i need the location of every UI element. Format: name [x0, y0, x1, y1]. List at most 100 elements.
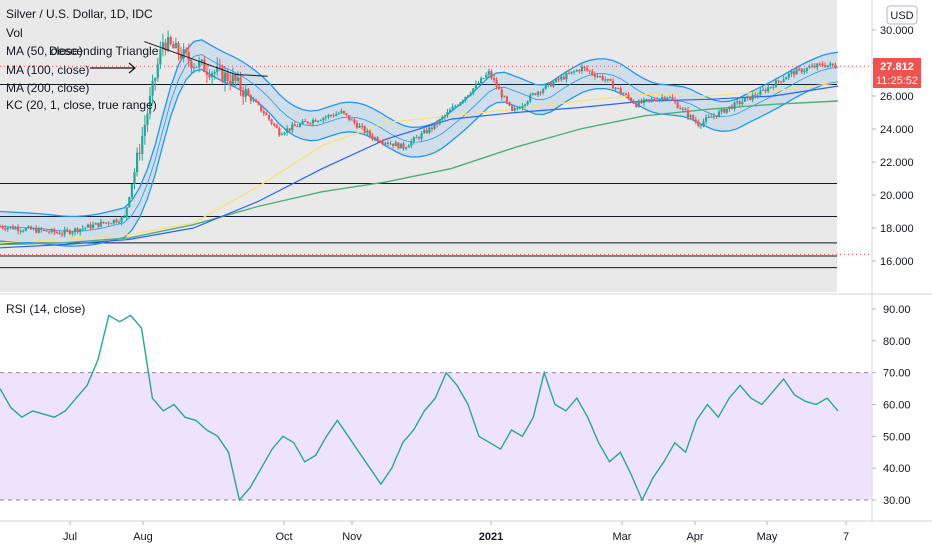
candle-body[interactable] — [728, 106, 731, 109]
candle-body[interactable] — [707, 116, 710, 118]
candle-body[interactable] — [260, 104, 263, 112]
candle-body[interactable] — [748, 96, 752, 100]
candle-body[interactable] — [606, 79, 609, 81]
candle-body[interactable] — [161, 42, 165, 50]
candle-body[interactable] — [798, 68, 801, 70]
candle-body[interactable] — [637, 100, 640, 107]
candle-body[interactable] — [141, 135, 144, 154]
candle-body[interactable] — [4, 228, 7, 230]
candle-body[interactable] — [513, 108, 516, 111]
candle-body[interactable] — [376, 137, 379, 142]
candle-body[interactable] — [133, 172, 136, 185]
currency-badge[interactable] — [886, 5, 918, 25]
candle-body[interactable] — [213, 71, 216, 74]
candle-body[interactable] — [583, 66, 586, 69]
candle-body[interactable] — [218, 66, 221, 68]
candle-body[interactable] — [588, 70, 591, 72]
candle-body[interactable] — [117, 222, 121, 224]
candle-body[interactable] — [381, 142, 384, 144]
candle-body[interactable] — [622, 93, 625, 95]
ma200-line[interactable] — [0, 100, 839, 246]
candle-body[interactable] — [60, 234, 64, 236]
candle-body[interactable] — [125, 207, 128, 217]
candle-body[interactable] — [27, 226, 30, 229]
legend-ma50[interactable]: MA (50, close) — [6, 44, 83, 58]
candle-body[interactable] — [407, 145, 410, 148]
candle-body[interactable] — [593, 74, 596, 77]
legend-ma200[interactable]: MA (200, close) — [6, 81, 89, 95]
candle-body[interactable] — [345, 113, 348, 116]
candle-body[interactable] — [285, 128, 289, 133]
candle-body[interactable] — [741, 101, 744, 105]
candle-body[interactable] — [464, 96, 467, 101]
candle-body[interactable] — [642, 99, 646, 104]
candle-body[interactable] — [198, 61, 201, 67]
candle-body[interactable] — [208, 74, 211, 78]
candle-body[interactable] — [536, 91, 540, 95]
candle-body[interactable] — [146, 113, 149, 125]
candle-body[interactable] — [632, 101, 635, 104]
candle-body[interactable] — [123, 216, 126, 218]
candle-body[interactable] — [348, 115, 351, 120]
candle-body[interactable] — [48, 231, 51, 233]
candle-body[interactable] — [823, 65, 827, 68]
candle-body[interactable] — [831, 63, 834, 66]
candle-body[interactable] — [785, 77, 788, 80]
candle-body[interactable] — [767, 87, 770, 92]
candle-body[interactable] — [177, 42, 180, 55]
candle-body[interactable] — [441, 117, 444, 120]
legend-ma100[interactable]: MA (100, close) — [6, 63, 89, 77]
candle-body[interactable] — [311, 119, 315, 124]
candle-body[interactable] — [834, 65, 837, 68]
candle-body[interactable] — [399, 143, 402, 149]
candle-body[interactable] — [617, 87, 620, 89]
candle-body[interactable] — [392, 143, 395, 146]
candle-body[interactable] — [648, 99, 651, 101]
candle-body[interactable] — [423, 130, 426, 134]
candle-body[interactable] — [487, 71, 490, 75]
candle-body[interactable] — [262, 111, 265, 114]
candle-body[interactable] — [436, 123, 439, 125]
candle-body[interactable] — [156, 64, 159, 79]
candle-body[interactable] — [81, 228, 84, 230]
candle-body[interactable] — [787, 73, 790, 78]
candle-body[interactable] — [743, 98, 746, 102]
candle-body[interactable] — [257, 102, 260, 105]
candle-body[interactable] — [598, 76, 602, 78]
candle-body[interactable] — [89, 224, 92, 229]
candle-body[interactable] — [505, 96, 509, 103]
candle-body[interactable] — [534, 93, 537, 95]
candle-body[interactable] — [689, 115, 692, 117]
candle-body[interactable] — [777, 80, 780, 82]
candle-body[interactable] — [304, 121, 307, 123]
candle-body[interactable] — [112, 219, 115, 224]
candle-body[interactable] — [573, 71, 576, 73]
candle-body[interactable] — [164, 42, 167, 51]
candle-body[interactable] — [273, 123, 276, 126]
candle-body[interactable] — [614, 87, 617, 89]
candle-body[interactable] — [402, 143, 405, 149]
ma100-line[interactable] — [0, 85, 839, 249]
candle-body[interactable] — [769, 86, 772, 88]
kc-upper-line[interactable] — [0, 39, 839, 218]
candle-body[interactable] — [363, 126, 366, 133]
candle-body[interactable] — [200, 59, 203, 62]
candle-body[interactable] — [570, 71, 573, 74]
candle-body[interactable] — [704, 117, 708, 122]
candle-body[interactable] — [751, 94, 754, 100]
candle-body[interactable] — [135, 152, 139, 173]
candle-body[interactable] — [746, 96, 749, 99]
candle-body[interactable] — [42, 230, 46, 232]
candle-body[interactable] — [567, 73, 571, 75]
candle-body[interactable] — [772, 86, 775, 88]
candle-body[interactable] — [115, 219, 118, 223]
candle-body[interactable] — [32, 228, 35, 230]
candle-body[interactable] — [17, 227, 20, 231]
candle-body[interactable] — [138, 152, 141, 154]
candle-body[interactable] — [244, 89, 247, 97]
candle-body[interactable] — [335, 114, 338, 116]
candle-body[interactable] — [730, 106, 734, 109]
candle-body[interactable] — [92, 224, 95, 229]
candle-body[interactable] — [9, 226, 12, 228]
candle-body[interactable] — [267, 115, 271, 120]
